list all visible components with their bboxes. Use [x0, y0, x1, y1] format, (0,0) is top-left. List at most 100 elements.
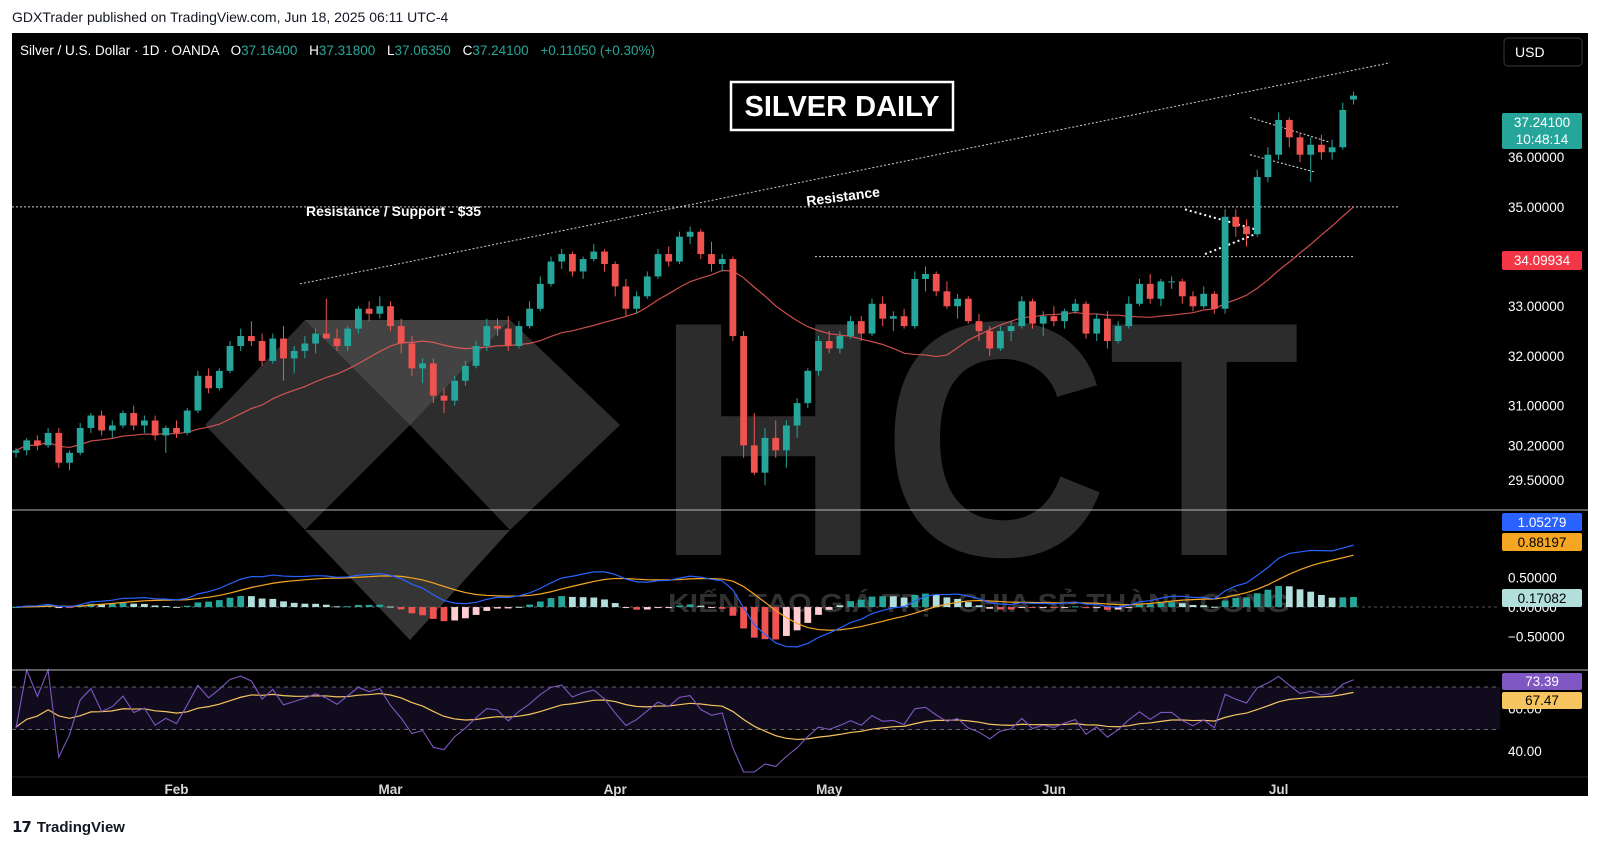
macd-value-badge: 1.05279 — [1502, 513, 1582, 531]
candle — [365, 301, 373, 322]
candle-body — [1082, 303, 1090, 334]
low-label: L — [387, 43, 395, 58]
candle-body — [1157, 281, 1165, 299]
macd-hist-bar — [451, 607, 459, 621]
currency-button[interactable]: USD — [1503, 37, 1583, 67]
candle — [12, 447, 20, 458]
candle — [1275, 112, 1282, 160]
macd-hist-bar — [1275, 585, 1282, 608]
candle-body — [387, 306, 394, 327]
candle-body — [483, 326, 491, 346]
candle — [376, 296, 384, 319]
candle — [23, 437, 31, 456]
candle-body — [1168, 281, 1175, 283]
candle — [1050, 306, 1058, 327]
candle — [1318, 134, 1325, 160]
macd-hist-bar — [665, 607, 673, 609]
candle-body — [900, 316, 908, 327]
candle — [1189, 291, 1197, 312]
candle — [815, 336, 822, 376]
macd-hist-bar — [783, 607, 790, 636]
candle — [280, 326, 287, 381]
candle — [879, 296, 887, 327]
price-tick-label: 32.00000 — [1508, 349, 1564, 364]
candle-body — [269, 338, 277, 361]
macd-hist-bar — [355, 604, 362, 608]
time-tick-label: Mar — [378, 782, 403, 797]
candle-body — [964, 298, 972, 322]
rsi-pane[interactable] — [12, 667, 1500, 773]
candle — [847, 316, 854, 339]
rsi-ma-value: 67.47 — [1525, 693, 1559, 708]
macd-hist-bar — [986, 607, 994, 609]
candle — [98, 410, 105, 436]
macd-hist-bar — [55, 607, 63, 609]
candle-body — [290, 350, 298, 359]
candle-body — [932, 273, 940, 292]
macd-hist-bar — [708, 607, 715, 609]
macd-hist-bar — [472, 607, 480, 615]
candle-body — [1018, 301, 1026, 327]
watermark-diamond-left — [205, 320, 410, 530]
macd-hist-bar — [1296, 589, 1304, 608]
candle — [429, 358, 437, 404]
candle-body — [1328, 147, 1336, 153]
publish-info: GDXTrader published on TradingView.com, … — [12, 9, 449, 25]
footer-brand[interactable]: TradingView — [36, 818, 125, 836]
macd-hist-bar — [365, 604, 373, 608]
candle — [954, 293, 961, 319]
macd-hist-bar — [975, 605, 983, 608]
macd-tick-label: 0.50000 — [1508, 571, 1557, 586]
candle — [462, 360, 469, 386]
candle — [857, 316, 865, 342]
macd-hist-bar — [515, 606, 523, 608]
macd-hist-bar — [622, 607, 630, 609]
candle-body — [301, 343, 309, 351]
price-tick-label: 33.00000 — [1508, 299, 1564, 314]
candle — [536, 276, 544, 312]
candle — [783, 420, 790, 468]
candle-body — [601, 251, 608, 265]
macd-hist-bar — [162, 606, 170, 608]
candle-body — [868, 303, 876, 334]
candle-body — [922, 273, 929, 279]
candle — [622, 278, 630, 317]
macd-hist-bar — [729, 607, 737, 616]
candle — [1039, 311, 1047, 337]
candle — [772, 420, 780, 458]
candle — [76, 422, 84, 456]
candle-body — [141, 420, 148, 426]
macd-hist-bar — [462, 607, 469, 619]
candle — [248, 321, 255, 346]
candle — [1168, 276, 1175, 289]
macd-pane[interactable] — [12, 544, 1500, 648]
symbol-name: Silver / U.S. Dollar · 1D · OANDA — [20, 43, 220, 58]
candle — [355, 306, 362, 334]
candle — [1264, 147, 1272, 183]
macd-hist-bar — [847, 601, 854, 608]
macd-hist-bar — [772, 607, 780, 640]
macd-hist-bar — [1243, 597, 1250, 608]
candle — [312, 328, 319, 354]
candle — [708, 241, 715, 272]
candle-body — [1104, 318, 1111, 342]
price-pane[interactable] — [12, 62, 1400, 486]
macd-line — [15, 544, 1354, 648]
candle — [1232, 209, 1240, 237]
macd-hist-bar — [1350, 597, 1357, 608]
candle — [237, 328, 245, 351]
macd-hist-bar — [397, 607, 405, 610]
macd-hist-bar — [1264, 589, 1272, 608]
macd-hist-bar — [676, 605, 683, 608]
macd-hist-bar — [643, 607, 651, 610]
rsi-ma-value-badge: 67.47 — [1502, 692, 1582, 709]
candle-body — [194, 375, 202, 411]
candle — [1211, 291, 1218, 314]
macd-hist-bar — [494, 607, 501, 609]
candle — [483, 318, 491, 351]
price-tick-label: 31.00000 — [1508, 399, 1564, 414]
macd-hist-bar — [98, 603, 105, 608]
candle — [1029, 298, 1036, 329]
candle — [119, 410, 127, 428]
macd-hist-bar — [879, 596, 887, 608]
